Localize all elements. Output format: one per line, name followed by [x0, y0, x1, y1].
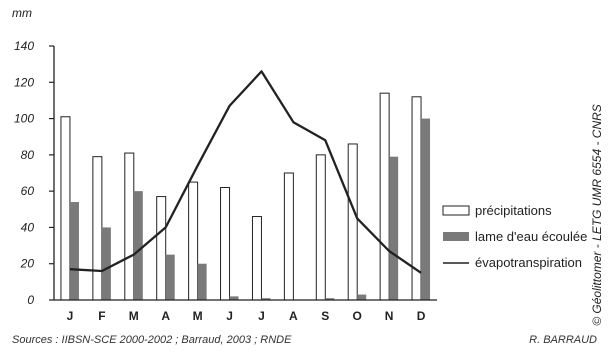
- y-tick-label: 120: [14, 75, 34, 89]
- x-tick-label: A: [161, 309, 170, 323]
- x-tick-label: S: [321, 309, 329, 323]
- bars: [60, 92, 431, 301]
- runoff-bar: [133, 191, 143, 300]
- runoff-bar: [229, 296, 239, 300]
- precipitation-bar: [124, 152, 135, 301]
- x-tick-label: A: [289, 309, 298, 323]
- legend-item-precipitations: précipitations: [442, 203, 552, 218]
- runoff-bar: [389, 156, 399, 300]
- x-tick-label: J: [67, 309, 74, 323]
- x-tick-label: M: [129, 309, 139, 323]
- runoff-bar: [165, 254, 175, 300]
- precipitation-bar: [60, 116, 71, 301]
- y-axis: 0 20 40 60 80 100 120 140 mm: [12, 6, 55, 307]
- evapotranspiration-line: [69, 70, 422, 274]
- x-tick-label: F: [98, 309, 105, 323]
- y-tick-label: 20: [20, 257, 35, 271]
- precipitation-bar: [379, 92, 390, 301]
- precipitation-bar: [220, 187, 231, 301]
- legend: précipitations lame d'eau écoulée évapotra…: [442, 203, 587, 270]
- runoff-bar: [325, 298, 335, 300]
- y-tick-label: 40: [21, 220, 35, 234]
- author-note: R. BARRAUD: [529, 334, 597, 346]
- source-note: Sources : IIBSN-SCE 2000-2002 ; Barraud,…: [12, 334, 292, 346]
- runoff-bar: [357, 294, 367, 300]
- runoff-bar: [261, 298, 271, 300]
- x-tick-label: J: [226, 309, 233, 323]
- legend-item-runoff: lame d'eau écoulée: [443, 229, 587, 244]
- precipitation-bar: [92, 156, 103, 301]
- precipitation-bar: [188, 181, 199, 301]
- y-tick-label: 0: [27, 293, 34, 307]
- x-tick-label: N: [385, 309, 394, 323]
- legend-label: évapotranspiration: [475, 255, 582, 270]
- precipitation-bar: [347, 143, 358, 301]
- credit-text: © Géolittomer - LETG UMR 6554 - CNRS: [590, 104, 604, 326]
- precipitation-bar: [251, 216, 262, 301]
- legend-swatch-filled: [443, 232, 469, 241]
- precipitation-bar: [315, 154, 326, 301]
- evapotranspiration-line-group: [69, 70, 422, 274]
- legend-swatch-outline: [442, 205, 470, 216]
- y-tick-label: 60: [21, 184, 35, 198]
- runoff-bar: [69, 202, 79, 300]
- runoff-bar: [197, 263, 207, 300]
- y-tick-label: 80: [21, 148, 35, 162]
- precipitation-bar: [283, 172, 294, 301]
- runoff-bar: [421, 118, 431, 300]
- x-tick-label: M: [193, 309, 203, 323]
- x-tick-label: D: [417, 309, 426, 323]
- x-tick-label: J: [258, 309, 265, 323]
- legend-label: précipitations: [475, 203, 552, 218]
- x-tick-label: O: [353, 309, 362, 323]
- y-tick-label: 140: [14, 39, 34, 53]
- precipitation-bar: [156, 196, 167, 301]
- runoff-bar: [101, 227, 111, 300]
- legend-item-evapotranspiration: évapotranspiration: [443, 255, 582, 270]
- y-axis-unit: mm: [12, 6, 32, 20]
- legend-label: lame d'eau écoulée: [475, 229, 587, 244]
- y-tick-label: 100: [14, 112, 34, 126]
